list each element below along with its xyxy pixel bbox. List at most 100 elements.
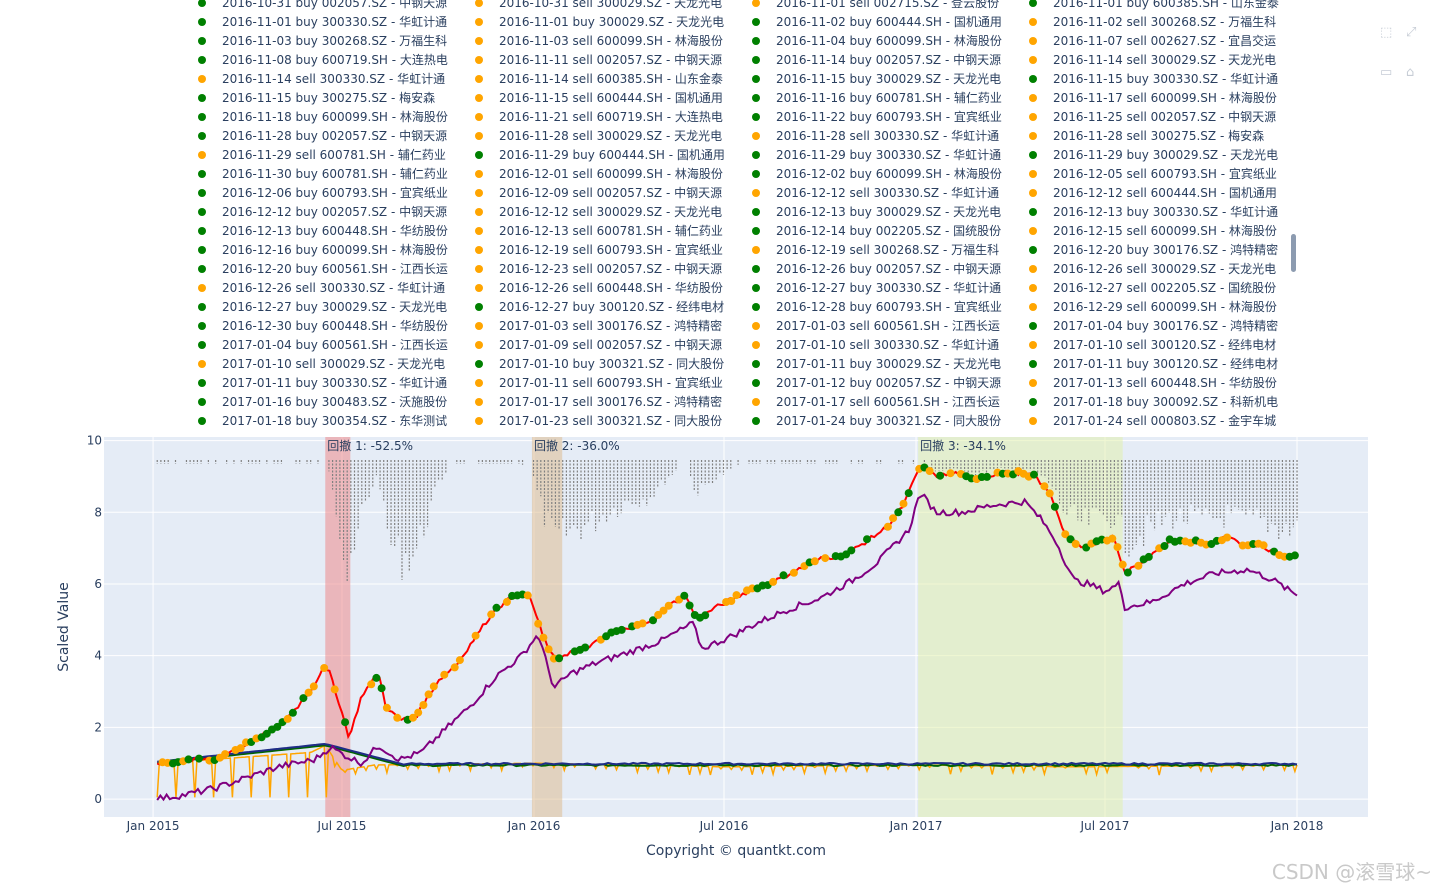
legend-item[interactable]: 2016-11-28 buy 002057.SZ - 中钢天源 bbox=[190, 126, 447, 145]
legend-item[interactable]: 2016-12-05 sell 600793.SH - 宜宾纸业 bbox=[1021, 164, 1277, 183]
legend-item[interactable]: 2016-12-13 buy 600448.SH - 华纺股份 bbox=[190, 221, 448, 240]
legend-item[interactable]: 2016-11-28 sell 300330.SZ - 华虹计通 bbox=[744, 126, 999, 145]
legend-item[interactable]: 2016-12-27 buy 300330.SZ - 华虹计通 bbox=[744, 278, 1001, 297]
legend-item[interactable]: 2016-11-03 buy 300268.SZ - 万福生科 bbox=[190, 31, 447, 50]
legend-item[interactable]: 2016-12-12 sell 300330.SZ - 华虹计通 bbox=[744, 183, 999, 202]
legend-item[interactable]: 2016-11-14 sell 300330.SZ - 华虹计通 bbox=[190, 69, 445, 88]
legend-item[interactable]: 2016-11-16 buy 600781.SH - 辅仁药业 bbox=[744, 88, 1002, 107]
legend-item[interactable]: 2017-01-13 sell 600448.SH - 华纺股份 bbox=[1021, 373, 1277, 392]
legend-item[interactable]: 2016-11-02 sell 300268.SZ - 万福生科 bbox=[1021, 12, 1276, 31]
legend-item[interactable]: 2016-12-26 buy 002057.SZ - 中钢天源 bbox=[744, 259, 1001, 278]
legend-item[interactable]: 2016-11-04 buy 600099.SH - 林海股份 bbox=[744, 31, 1002, 50]
legend-item[interactable]: 2016-12-13 sell 600781.SH - 辅仁药业 bbox=[467, 221, 723, 240]
legend-item[interactable]: 2017-01-17 sell 300176.SZ - 鸿特精密 bbox=[467, 392, 722, 411]
autoscale-icon[interactable]: ⤢ bbox=[1406, 25, 1417, 40]
legend-item[interactable]: 2017-01-10 sell 300029.SZ - 天龙光电 bbox=[190, 354, 445, 373]
legend-item[interactable]: 2016-11-29 buy 600444.SH - 国机通用 bbox=[467, 145, 725, 164]
legend-item[interactable]: 2016-12-26 sell 300029.SZ - 天龙光电 bbox=[1021, 259, 1276, 278]
legend-item[interactable]: 2017-01-04 buy 600561.SH - 江西长运 bbox=[190, 335, 448, 354]
legend-item[interactable]: 2016-11-28 sell 300275.SZ - 梅安森 bbox=[1021, 126, 1264, 145]
hover-compare-icon[interactable]: ▭ bbox=[1380, 65, 1393, 80]
legend-item[interactable]: 2016-11-07 sell 002627.SZ - 宜昌交运 bbox=[1021, 31, 1276, 50]
legend-item[interactable]: 2016-12-26 sell 300330.SZ - 华虹计通 bbox=[190, 278, 445, 297]
legend-item[interactable]: 2016-11-22 buy 600793.SH - 宜宾纸业 bbox=[744, 107, 1002, 126]
legend-item[interactable]: 2016-12-19 sell 300268.SZ - 万福生科 bbox=[744, 240, 999, 259]
legend-item[interactable]: 2016-11-03 sell 600099.SH - 林海股份 bbox=[467, 31, 723, 50]
legend-item[interactable]: 2017-01-18 buy 300092.SZ - 科新机电 bbox=[1021, 392, 1278, 411]
legend-scrollbar[interactable] bbox=[1291, 234, 1296, 272]
legend-item[interactable]: 2016-12-12 buy 002057.SZ - 中钢天源 bbox=[190, 202, 447, 221]
legend-item[interactable]: 2016-12-09 sell 002057.SZ - 中钢天源 bbox=[467, 183, 722, 202]
legend-item[interactable]: 2016-11-29 buy 300330.SZ - 华虹计通 bbox=[744, 145, 1001, 164]
legend-item[interactable]: 2016-12-16 buy 600099.SH - 林海股份 bbox=[190, 240, 448, 259]
legend-item[interactable]: 2017-01-16 buy 300483.SZ - 沃施股份 bbox=[190, 392, 447, 411]
legend-item[interactable]: 2016-11-25 sell 002057.SZ - 中钢天源 bbox=[1021, 107, 1276, 126]
legend-item[interactable]: 2017-01-24 sell 000803.SZ - 金宇车城 bbox=[1021, 411, 1276, 430]
legend-item[interactable]: 2016-11-08 buy 600719.SH - 大连热电 bbox=[190, 50, 448, 69]
legend-item[interactable]: 2016-12-13 buy 300330.SZ - 华虹计通 bbox=[1021, 202, 1278, 221]
legend-item[interactable]: 2017-01-03 sell 300176.SZ - 鸿特精密 bbox=[467, 316, 722, 335]
legend-item[interactable]: 2016-12-12 sell 300029.SZ - 天龙光电 bbox=[467, 202, 722, 221]
legend-item[interactable]: 2016-11-15 buy 300275.SZ - 梅安森 bbox=[190, 88, 435, 107]
legend-item[interactable]: 2016-12-27 buy 300120.SZ - 经纬电材 bbox=[467, 297, 724, 316]
legend-item[interactable]: 2016-10-31 sell 300029.SZ - 天龙光电 bbox=[467, 0, 722, 12]
legend-item[interactable]: 2016-11-30 buy 600781.SH - 辅仁药业 bbox=[190, 164, 448, 183]
legend-item[interactable]: 2016-12-06 buy 600793.SH - 宜宾纸业 bbox=[190, 183, 448, 202]
legend-item[interactable]: 2016-11-15 sell 600444.SH - 国机通用 bbox=[467, 88, 723, 107]
legend-item[interactable]: 2016-11-14 buy 002057.SZ - 中钢天源 bbox=[744, 50, 1001, 69]
legend-item[interactable]: 2016-11-02 buy 600444.SH - 国机通用 bbox=[744, 12, 1002, 31]
legend-item[interactable]: 2016-11-29 buy 300029.SZ - 天龙光电 bbox=[1021, 145, 1278, 164]
legend-item[interactable]: 2016-12-13 buy 300029.SZ - 天龙光电 bbox=[744, 202, 1001, 221]
home-icon[interactable]: ⌂ bbox=[1406, 65, 1415, 80]
legend-item[interactable]: 2016-11-11 sell 002057.SZ - 中钢天源 bbox=[467, 50, 722, 69]
legend-item[interactable]: 2016-11-17 sell 600099.SH - 林海股份 bbox=[1021, 88, 1277, 107]
legend-item[interactable]: 2016-12-02 buy 600099.SH - 林海股份 bbox=[744, 164, 1002, 183]
legend-item[interactable]: 2017-01-23 sell 300321.SZ - 同大股份 bbox=[467, 411, 722, 430]
legend-item[interactable]: 2017-01-24 buy 300321.SZ - 同大股份 bbox=[744, 411, 1001, 430]
legend-item[interactable]: 2016-12-27 buy 300029.SZ - 天龙光电 bbox=[190, 297, 447, 316]
legend-item[interactable]: 2017-01-11 buy 300330.SZ - 华虹计通 bbox=[190, 373, 447, 392]
legend-item[interactable]: 2016-11-21 sell 600719.SH - 大连热电 bbox=[467, 107, 723, 126]
legend-item[interactable]: 2016-12-01 sell 600099.SH - 林海股份 bbox=[467, 164, 723, 183]
legend-item[interactable]: 2017-01-11 buy 300029.SZ - 天龙光电 bbox=[744, 354, 1001, 373]
legend-item[interactable]: 2017-01-10 sell 300120.SZ - 经纬电材 bbox=[1021, 335, 1276, 354]
legend-item[interactable]: 2017-01-11 sell 600793.SH - 宜宾纸业 bbox=[467, 373, 723, 392]
legend-item[interactable]: 2016-12-27 sell 002205.SZ - 国统股份 bbox=[1021, 278, 1276, 297]
legend-item[interactable]: 2017-01-11 buy 300120.SZ - 经纬电材 bbox=[1021, 354, 1278, 373]
box-select-icon[interactable]: ⬚ bbox=[1380, 25, 1393, 40]
legend-item[interactable]: 2016-12-14 buy 002205.SZ - 国统股份 bbox=[744, 221, 1001, 240]
trade-markers bbox=[158, 463, 1299, 768]
legend-item[interactable]: 2017-01-18 buy 300354.SZ - 东华测试 bbox=[190, 411, 447, 430]
legend-item[interactable]: 2016-11-18 buy 600099.SH - 林海股份 bbox=[190, 107, 448, 126]
legend-item[interactable]: 2016-12-23 sell 002057.SZ - 中钢天源 bbox=[467, 259, 722, 278]
legend-item[interactable]: 2017-01-10 buy 300321.SZ - 同大股份 bbox=[467, 354, 724, 373]
legend-item[interactable]: 2016-11-15 buy 300330.SZ - 华虹计通 bbox=[1021, 69, 1278, 88]
legend-item[interactable]: 2016-12-30 buy 600448.SH - 华纺股份 bbox=[190, 316, 448, 335]
legend-marker bbox=[1029, 188, 1037, 197]
legend-item[interactable]: 2017-01-12 buy 002057.SZ - 中钢天源 bbox=[744, 373, 1001, 392]
legend-item[interactable]: 2016-12-29 sell 600099.SH - 林海股份 bbox=[1021, 297, 1277, 316]
legend-item[interactable]: 2017-01-03 sell 600561.SH - 江西长运 bbox=[744, 316, 1000, 335]
legend-item[interactable]: 2017-01-10 sell 300330.SZ - 华虹计通 bbox=[744, 335, 999, 354]
legend-item[interactable]: 2016-12-20 buy 600561.SH - 江西长运 bbox=[190, 259, 448, 278]
legend-item[interactable]: 2017-01-04 buy 300176.SZ - 鸿特精密 bbox=[1021, 316, 1278, 335]
legend-item[interactable]: 2016-11-14 sell 600385.SH - 山东金泰 bbox=[467, 69, 723, 88]
legend-item[interactable]: 2016-12-28 buy 600793.SH - 宜宾纸业 bbox=[744, 297, 1002, 316]
legend-item[interactable]: 2016-12-26 sell 600448.SH - 华纺股份 bbox=[467, 278, 723, 297]
legend-item[interactable]: 2016-11-28 sell 300029.SZ - 天龙光电 bbox=[467, 126, 722, 145]
legend-item[interactable]: 2017-01-17 sell 600561.SH - 江西长运 bbox=[744, 392, 1000, 411]
legend-item[interactable]: 2016-11-01 buy 300029.SZ - 天龙光电 bbox=[467, 12, 724, 31]
legend-item[interactable]: 2016-12-19 sell 600793.SH - 宜宾纸业 bbox=[467, 240, 723, 259]
legend-item[interactable]: 2016-11-01 buy 300330.SZ - 华虹计通 bbox=[190, 12, 447, 31]
legend-item[interactable]: 2017-01-09 sell 002057.SZ - 中钢天源 bbox=[467, 335, 722, 354]
legend-item[interactable]: 2016-11-15 buy 300029.SZ - 天龙光电 bbox=[744, 69, 1001, 88]
legend-item[interactable]: 2016-12-12 sell 600444.SH - 国机通用 bbox=[1021, 183, 1277, 202]
legend-marker bbox=[475, 188, 483, 197]
legend-item[interactable]: 2016-11-29 sell 600781.SH - 辅仁药业 bbox=[190, 145, 446, 164]
legend-item[interactable]: 2016-11-01 buy 600385.SH - 山东金泰 bbox=[1021, 0, 1279, 12]
legend-item[interactable]: 2016-12-15 sell 600099.SH - 林海股份 bbox=[1021, 221, 1277, 240]
legend-item[interactable]: 2016-11-14 sell 300029.SZ - 天龙光电 bbox=[1021, 50, 1276, 69]
legend-item[interactable]: 2016-11-01 sell 002715.SZ - 登云股份 bbox=[744, 0, 999, 12]
legend-item[interactable]: 2016-12-20 buy 300176.SZ - 鸿特精密 bbox=[1021, 240, 1278, 259]
legend-item[interactable]: 2016-10-31 buy 002057.SZ - 中钢天源 bbox=[190, 0, 447, 12]
